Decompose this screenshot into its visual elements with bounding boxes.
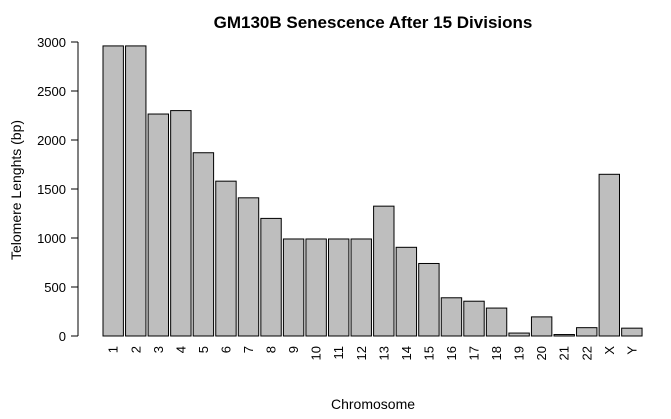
bar-chromosome-5 xyxy=(192,152,215,337)
chart-title: GM130B Senescence After 15 Divisions xyxy=(214,13,533,32)
bar-chromosome-4 xyxy=(170,110,192,337)
x-tick-label: 18 xyxy=(489,346,504,360)
bar-chromosome-19 xyxy=(508,332,530,337)
x-tick-label: 16 xyxy=(444,346,459,360)
bar-chromosome-12 xyxy=(350,238,372,337)
bar-chromosome-15 xyxy=(418,262,440,337)
x-tick-label: 7 xyxy=(241,346,256,353)
x-tick-label: 4 xyxy=(173,346,188,353)
x-tick-label: 9 xyxy=(286,346,301,353)
x-tick-label: 22 xyxy=(579,346,594,360)
x-tick-label: 11 xyxy=(331,346,346,360)
y-tick-label: 2000 xyxy=(37,133,66,148)
x-tick-label: 5 xyxy=(196,346,211,353)
x-tick-label: 21 xyxy=(557,346,572,360)
x-tick-label: 13 xyxy=(376,346,391,360)
bar-chromosome-7 xyxy=(237,197,260,337)
bar-chromosome-1 xyxy=(102,45,124,337)
y-axis: 0 500 1000 1500 2000 2500 3000 xyxy=(37,35,79,344)
bar-chromosome-16 xyxy=(440,297,463,337)
x-tick-label: 14 xyxy=(399,346,414,360)
x-tick-label: 19 xyxy=(512,346,527,360)
x-tick-label: Y xyxy=(624,346,639,355)
bar-chromosome-8 xyxy=(260,217,282,337)
y-tick-label: 3000 xyxy=(37,35,66,50)
bar-chromosome-Y xyxy=(621,327,643,337)
bar-chromosome-22 xyxy=(576,327,598,337)
bar-chromosome-13 xyxy=(373,205,395,337)
x-tick-label: 1 xyxy=(106,346,121,353)
x-tick-label: 3 xyxy=(151,346,166,353)
x-tick-label: 12 xyxy=(354,346,369,360)
bar-chromosome-20 xyxy=(530,316,553,337)
bars xyxy=(102,45,643,337)
x-tick-label: 6 xyxy=(218,346,233,353)
bar-chromosome-14 xyxy=(395,246,418,337)
x-tick-label: 15 xyxy=(421,346,436,360)
y-tick-label: 2500 xyxy=(37,84,66,99)
y-tick-label: 500 xyxy=(44,280,66,295)
x-tick-label: 8 xyxy=(264,346,279,353)
y-axis-label: Telomere Lenghts (bp) xyxy=(8,120,24,260)
x-tick-label: 20 xyxy=(534,346,549,360)
bar-chromosome-21 xyxy=(553,334,575,337)
x-axis-label: Chromosome xyxy=(331,396,415,412)
y-tick-label: 0 xyxy=(59,329,66,344)
x-tick-label: X xyxy=(602,346,617,355)
bar-chromosome-18 xyxy=(485,307,508,337)
y-tick-label: 1000 xyxy=(37,231,66,246)
bar-chromosome-6 xyxy=(215,180,237,337)
bar-chromosome-2 xyxy=(125,45,147,337)
x-tick-label: 2 xyxy=(128,346,143,353)
x-tick-labels: 1 2 3 4 5 6 7 8 9 10 11 12 13 14 15 16 17 18 19 20 21 22 X Y xyxy=(106,346,640,361)
bar-chromosome-3 xyxy=(147,113,170,337)
bar-chromosome-X xyxy=(598,173,620,337)
y-tick-label: 1500 xyxy=(37,182,66,197)
bar-chromosome-10 xyxy=(305,238,327,337)
bar-chromosome-17 xyxy=(463,300,485,337)
x-tick-label: 10 xyxy=(309,346,324,360)
bar-chromosome-9 xyxy=(282,238,305,337)
bar-chromosome-11 xyxy=(328,238,350,337)
x-tick-label: 17 xyxy=(467,346,482,360)
